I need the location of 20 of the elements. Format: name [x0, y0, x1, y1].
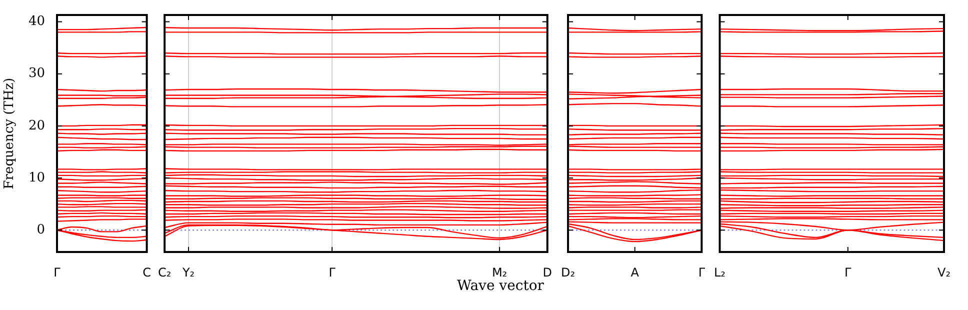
x-tick-label: D: [542, 265, 552, 280]
x-tick-label: Y₂: [181, 265, 195, 280]
x-tick-label: Γ: [698, 265, 706, 280]
x-axis-title: Wave vector: [456, 278, 545, 294]
y-axis-title: Frequency (THz): [2, 78, 18, 190]
x-tick-label: D₂: [560, 265, 576, 280]
y-tick-label: 40: [28, 14, 45, 30]
x-tick-label: Γ: [844, 265, 852, 280]
x-tick-label: L₂: [714, 265, 726, 280]
x-tick-label: A: [630, 265, 640, 280]
y-tick-label: 0: [36, 222, 45, 238]
y-tick-label: 10: [28, 170, 45, 186]
y-tick-label: 30: [28, 66, 45, 82]
x-tick-label: C₂: [158, 265, 172, 280]
x-tick-label: Γ: [54, 265, 61, 280]
y-tick-label: 20: [28, 118, 45, 134]
x-tick-label: Γ: [328, 265, 336, 280]
x-tick-label: C: [142, 265, 152, 280]
x-tick-label: V₂: [937, 265, 951, 280]
x-tick-label: M₂: [492, 265, 508, 280]
